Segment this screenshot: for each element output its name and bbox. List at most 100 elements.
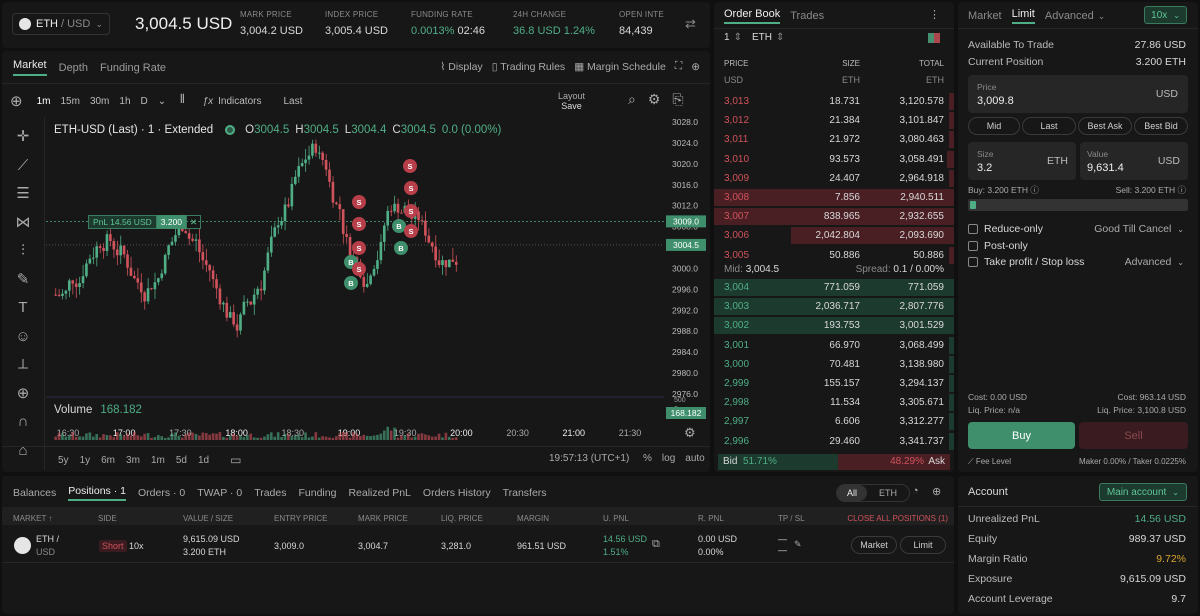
close-market-button[interactable]: Market	[851, 536, 897, 554]
account-selector[interactable]: Main account ⌄	[1098, 483, 1187, 501]
tab-market[interactable]: Market	[13, 59, 47, 76]
pattern-icon[interactable]: ⋈	[15, 213, 31, 231]
buy-button[interactable]: Buy	[968, 422, 1075, 449]
layout-button[interactable]: Layout Save	[558, 91, 585, 111]
filter-eth[interactable]: ETH	[879, 488, 898, 498]
tab-limit-order[interactable]: Limit	[1011, 8, 1035, 24]
mid-price-button[interactable]: Mid	[968, 117, 1020, 135]
tab-realized-pnl[interactable]: Realized PnL	[348, 487, 411, 499]
range-5y[interactable]: 5y	[58, 454, 69, 466]
bid-row[interactable]: 3,002 193.753 3,001.529	[714, 316, 954, 335]
edit-tpsl-icon[interactable]: ✎	[794, 539, 802, 549]
add-icon[interactable]: ⊕	[932, 486, 942, 498]
ruler-icon[interactable]: ⟂	[17, 356, 28, 373]
ask-row[interactable]: 3,010 93.573 3,058.491	[714, 150, 954, 169]
range-1y[interactable]: 1y	[79, 454, 91, 466]
fullscreen-icon[interactable]: ⛶	[674, 60, 683, 72]
tab-balances[interactable]: Balances	[13, 487, 57, 499]
book-view-icon[interactable]	[928, 33, 940, 43]
ask-row[interactable]: 3,012 21.384 3,101.847	[714, 111, 954, 130]
chevron-down-icon[interactable]: ⌄	[157, 95, 167, 107]
fee-level-link[interactable]: ⟋ Fee Level	[968, 457, 1011, 467]
sell-button[interactable]: Sell	[1079, 422, 1188, 449]
settings-icon[interactable]: ⊕	[691, 60, 700, 73]
pair-selector[interactable]: ETH / USD ⌄	[12, 13, 110, 35]
share-icon[interactable]: ⧉	[652, 538, 660, 550]
interval-1h[interactable]: 1h	[119, 95, 131, 107]
tab-funding-rate[interactable]: Funding Rate	[99, 61, 167, 74]
close-limit-button[interactable]: Limit	[900, 536, 946, 554]
magnet-icon[interactable]: ∩	[17, 413, 29, 430]
bid-row[interactable]: 3,001 66.970 3,068.499	[714, 336, 954, 355]
tab-orders-history[interactable]: Orders History	[422, 487, 491, 499]
tab-order-book[interactable]: Order Book	[724, 8, 781, 24]
market-filter[interactable]: All ETH	[836, 484, 911, 502]
ask-row[interactable]: 3,007 838.965 2,932.655	[714, 207, 954, 226]
range-1d[interactable]: 1d	[197, 454, 210, 466]
time-settings-icon[interactable]: ⚙	[684, 425, 696, 440]
text-icon[interactable]: T	[18, 299, 28, 316]
tif-select[interactable]: Good Till Cancel ⌄	[1094, 223, 1184, 235]
gear-icon[interactable]: ⚙	[647, 91, 661, 107]
calendar-icon[interactable]: ▭	[230, 453, 242, 467]
slider-handle[interactable]	[970, 201, 976, 209]
tpsl-checkbox[interactable]: Take profit / Stop loss	[968, 256, 1084, 268]
best-ask-button[interactable]: Best Ask	[1078, 117, 1132, 135]
candles-icon[interactable]: 𝍪	[180, 91, 185, 106]
close-position-icon[interactable]: ✕	[186, 215, 202, 229]
ask-row[interactable]: 3,011 21.972 3,080.463	[714, 130, 954, 149]
interval-d[interactable]: D	[140, 95, 148, 107]
chevron-down-icon[interactable]: ⌄	[1097, 10, 1106, 21]
post-only-checkbox[interactable]: Post-only	[968, 240, 1028, 252]
auto-scale-toggle[interactable]: auto	[685, 453, 705, 464]
position-line-tag[interactable]: PnL 14.56 USD 3.200 ✕	[88, 215, 202, 229]
ask-row[interactable]: 3,008 7.856 2,940.511	[714, 188, 954, 207]
leverage-button[interactable]: 10x ⌄	[1144, 6, 1187, 24]
col-market[interactable]: MARKET ↑	[13, 514, 53, 523]
filter-all[interactable]: All	[837, 485, 868, 501]
crosshair-icon[interactable]: ✛	[16, 128, 30, 145]
quick-search-icon[interactable]: ⌕	[628, 91, 636, 107]
display-button[interactable]: ⌇ Display	[440, 61, 483, 73]
interval-1m[interactable]: 1m	[36, 95, 51, 107]
bid-row[interactable]: 3,000 70.481 3,138.980	[714, 355, 954, 374]
tab-market-order[interactable]: Market	[968, 10, 1002, 22]
ask-row[interactable]: 3,013 18.731 3,120.578	[714, 92, 954, 111]
visibility-icon[interactable]: ◔	[912, 485, 919, 497]
close-all-button[interactable]: CLOSE ALL POSITIONS (1)	[847, 514, 948, 523]
range-1m[interactable]: 1m	[150, 454, 165, 466]
more-icon[interactable]: ⋮	[929, 9, 940, 21]
indicators-button[interactable]: Indicators	[218, 95, 262, 107]
brush-icon[interactable]: ✎	[16, 270, 30, 288]
tab-orders[interactable]: Orders · 0	[137, 487, 186, 499]
grouping-select[interactable]: 1	[724, 32, 730, 43]
bid-row[interactable]: 2,996 29.460 3,341.737	[714, 432, 954, 451]
best-bid-button[interactable]: Best Bid	[1134, 117, 1188, 135]
size-slider[interactable]	[968, 199, 1188, 211]
trendline-icon[interactable]: ⟋	[17, 156, 29, 174]
percent-scale-toggle[interactable]: %	[643, 453, 652, 464]
add-indicator-icon[interactable]: ⊕	[10, 93, 23, 110]
last-price-toggle[interactable]: Last	[283, 95, 303, 107]
bid-row[interactable]: 3,003 2,036.717 2,807.776	[714, 297, 954, 316]
price-input[interactable]: Price 3,009.8 USD	[968, 75, 1188, 113]
bid-row[interactable]: 2,997 6.606 3,312.277	[714, 412, 954, 431]
range-3m[interactable]: 3m	[126, 454, 140, 466]
projection-icon[interactable]: ⫶	[21, 242, 25, 259]
asset-select[interactable]: ETH	[751, 32, 772, 43]
range-6m[interactable]: 6m	[101, 454, 116, 466]
range-5d[interactable]: 5d	[175, 454, 187, 466]
interval-15m[interactable]: 15m	[60, 95, 80, 107]
value-input[interactable]: Value 9,631.4 USD	[1080, 142, 1188, 180]
tab-advanced-order[interactable]: Advanced	[1044, 10, 1094, 22]
tab-twap[interactable]: TWAP · 0	[197, 487, 243, 499]
tab-transfers[interactable]: Transfers	[502, 487, 547, 499]
bid-row[interactable]: 2,998 11.534 3,305.671	[714, 393, 954, 412]
tab-positions[interactable]: Positions · 1	[68, 485, 126, 501]
ask-row[interactable]: 3,009 24.407 2,964.918	[714, 169, 954, 188]
trading-rules-button[interactable]: ▯ Trading Rules	[492, 61, 566, 73]
tab-trades[interactable]: Trades	[790, 10, 825, 22]
tab-depth[interactable]: Depth	[58, 61, 88, 74]
log-scale-toggle[interactable]: log	[661, 453, 676, 464]
ask-row[interactable]: 3,005 50.886 50.886	[714, 246, 954, 265]
